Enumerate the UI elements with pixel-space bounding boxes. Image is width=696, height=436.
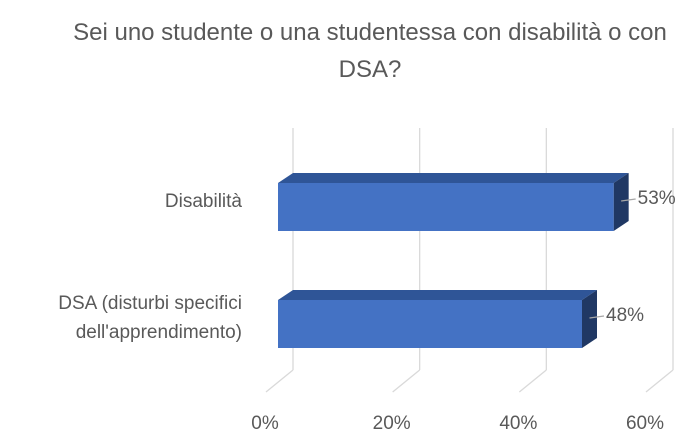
- bar-top: [278, 290, 597, 300]
- bar-top: [278, 173, 629, 183]
- grid-line-floor: [392, 369, 421, 393]
- grid-line-floor: [518, 369, 547, 393]
- y-tick-label: Disabilità: [164, 190, 242, 212]
- chart-title: Sei uno studente o una studentessa con d…: [73, 19, 667, 83]
- x-tick-label: 40%: [499, 413, 537, 434]
- bar: [278, 300, 582, 348]
- x-tick-label: 60%: [626, 413, 664, 434]
- leader-line: [621, 198, 636, 202]
- bar-side: [613, 173, 629, 231]
- grid-line-floor: [645, 369, 674, 393]
- y-tick-label: DSA (disturbi specifici dell'apprendimen…: [58, 293, 242, 343]
- grid-line-floor: [265, 369, 294, 393]
- x-tick-label: 0%: [251, 413, 279, 434]
- bar: [278, 183, 614, 231]
- leader-line: [589, 315, 605, 319]
- data-label: 48%: [606, 305, 644, 326]
- bar-side: [582, 290, 597, 348]
- x-tick-label: 20%: [373, 413, 411, 434]
- data-label: 53%: [638, 188, 676, 209]
